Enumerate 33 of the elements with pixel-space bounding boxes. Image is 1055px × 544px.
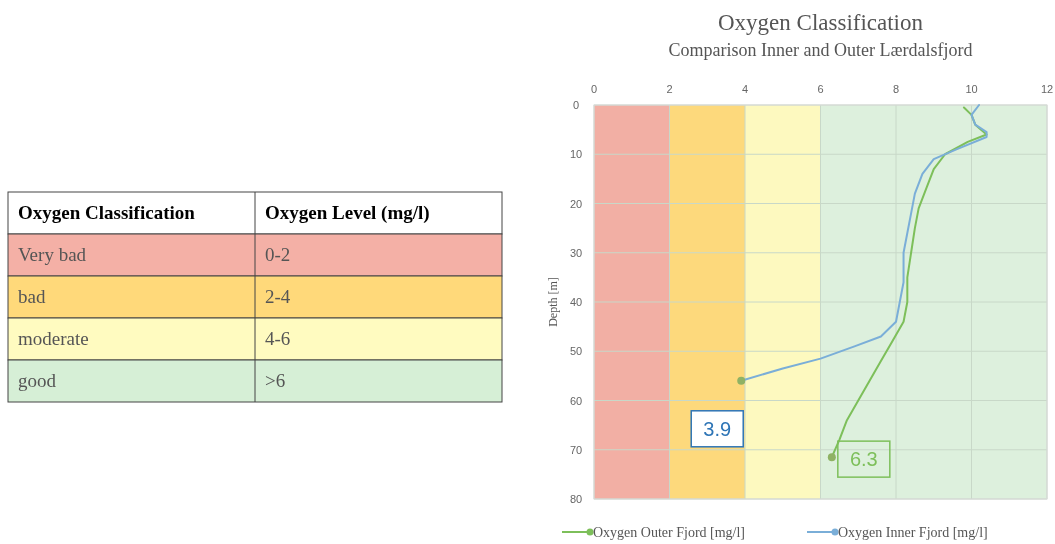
chart-title: Oxygen Classification [717, 10, 924, 35]
text: 4-6 [265, 328, 291, 349]
y-tick-label: 70 [569, 443, 583, 456]
y-tick-label: 40 [569, 296, 583, 308]
y-tick-label: 0 [572, 99, 580, 111]
category-label: bad [18, 286, 46, 307]
x-tick-label: 2 [666, 83, 673, 95]
y-tick-label: 80 [569, 493, 583, 505]
category-label: moderate [18, 328, 89, 349]
annotation: 6.3 [849, 448, 878, 471]
legend-label: Oxygen Inner Fjord [mg/l] [838, 525, 988, 540]
chart-subtitle: Comparison Inner and Outer Lærdalsfjord [668, 40, 973, 60]
y-tick-label: 50 [569, 345, 583, 358]
x-tick-label: 0 [590, 83, 598, 95]
y-axis-title: Depth [m] [546, 277, 560, 327]
category-label: good [18, 370, 57, 391]
y-tick-label: 20 [569, 197, 583, 210]
text: >6 [265, 370, 286, 391]
x-tick-label: 12 [1040, 83, 1054, 95]
text: 2-4 [265, 286, 291, 307]
y-tick-label: 60 [569, 394, 583, 407]
x-tick-label: 10 [965, 83, 978, 95]
x-tick-label: 6 [817, 83, 824, 95]
text: 0-2 [265, 244, 291, 265]
text: Oxygen Level (mg/l) [265, 202, 430, 224]
annotation: 3.9 [703, 417, 732, 440]
category-label: Very bad [18, 244, 87, 265]
legend-label: Oxygen Outer Fjord [mg/l] [593, 525, 746, 540]
x-tick-label: 8 [892, 83, 900, 95]
x-tick-label: 4 [741, 83, 749, 95]
text: Oxygen Classification [18, 202, 196, 223]
y-tick-label: 10 [569, 148, 583, 161]
y-tick-label: 30 [569, 246, 583, 259]
